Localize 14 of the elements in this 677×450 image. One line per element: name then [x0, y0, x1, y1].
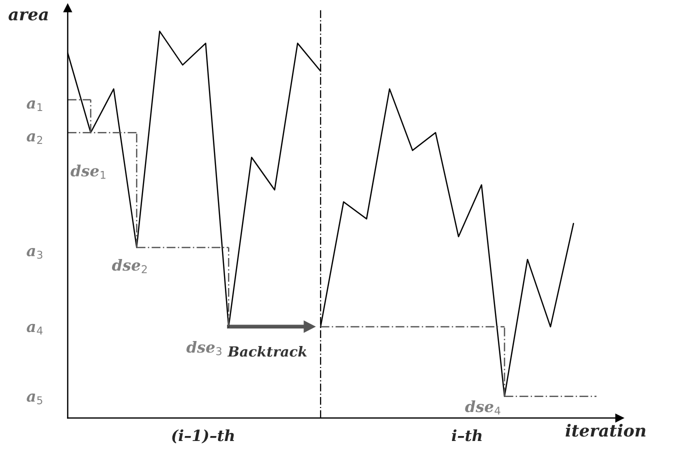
y-axis-title: area — [8, 11, 48, 20]
text: a$_{3}$ — [26, 248, 42, 259]
text: a$_{4}$ — [26, 324, 43, 334]
text: (i–1)–th — [172, 429, 234, 444]
annotation: dse$_{2}$ — [112, 258, 147, 274]
text: i–th — [452, 429, 482, 442]
annotation: Backtrack — [227, 346, 307, 357]
annotation: dse$_{1}$ — [70, 164, 106, 179]
text: a$_{1}$ — [26, 100, 42, 112]
x-axis-title: iteration — [566, 424, 646, 437]
annotation: dse$_{4}$ — [465, 400, 500, 415]
annotation: dse$_{3}$ — [186, 340, 222, 356]
text: a$_{2}$ — [26, 133, 42, 144]
text: a$_{5}$ — [26, 394, 42, 404]
